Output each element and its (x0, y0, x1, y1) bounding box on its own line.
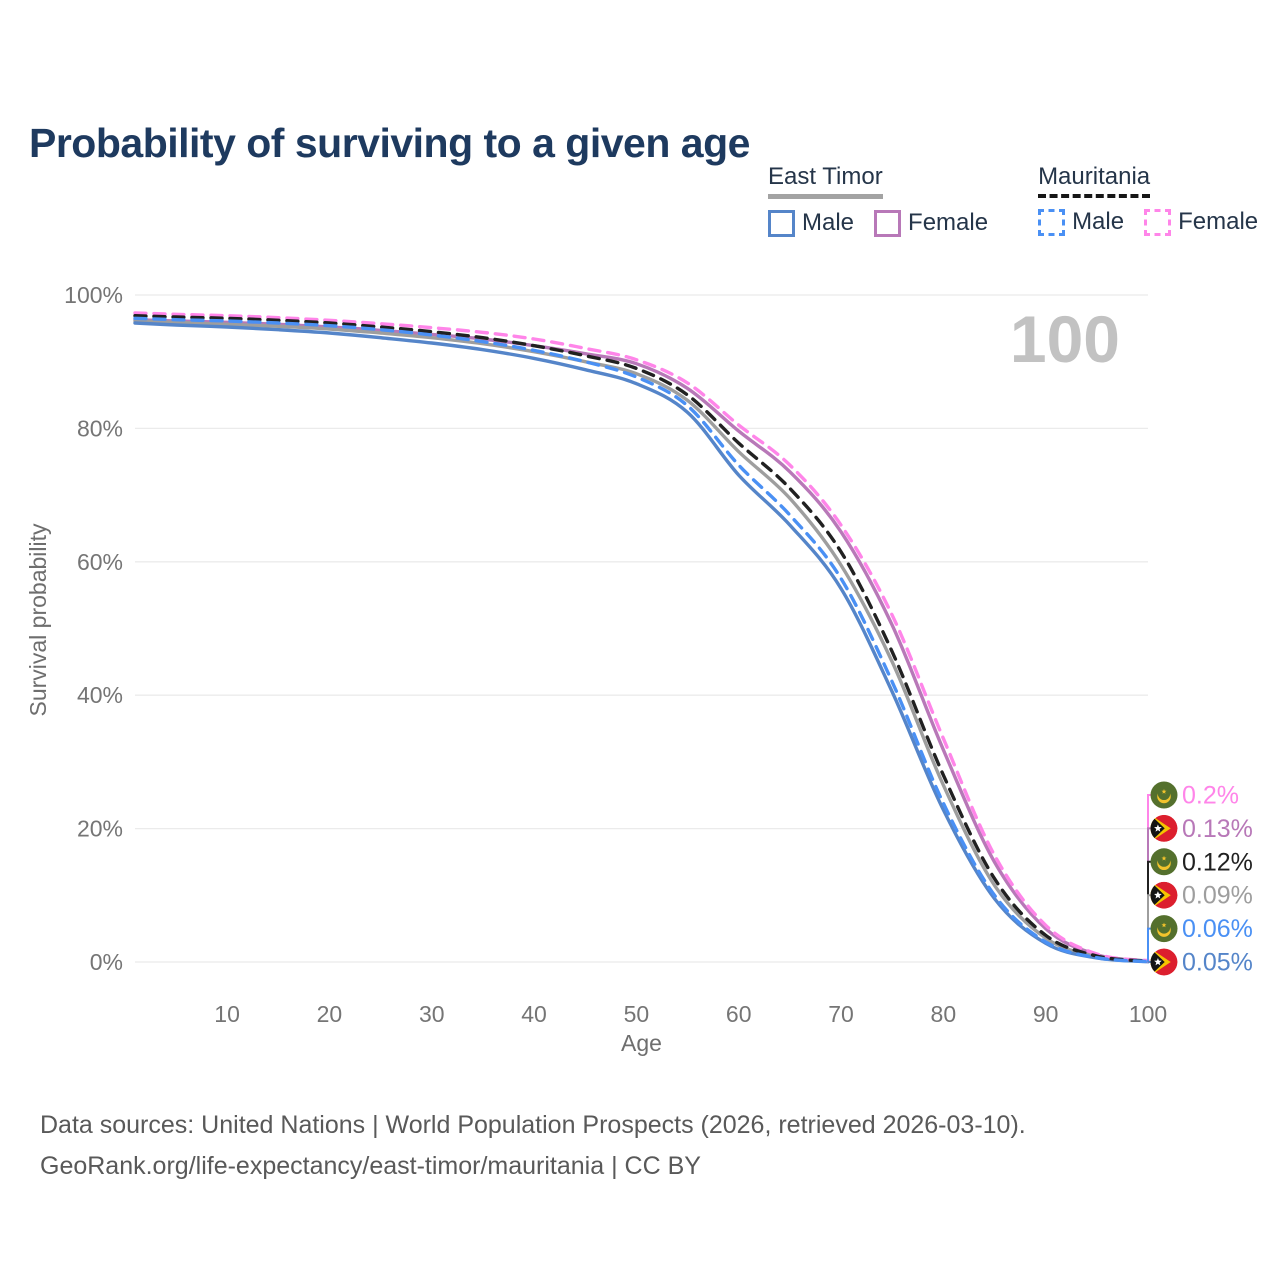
series-line-mauritania-total[interactable] (133, 314, 1150, 963)
end-label-value-east-timor-total: 0.09% (1182, 882, 1253, 910)
end-label-value-mauritania-male: 0.06% (1182, 915, 1253, 943)
end-label-value-east-timor-male: 0.05% (1182, 949, 1253, 977)
y-tick-20: 20% (77, 816, 123, 842)
footer: Data sources: United Nations | World Pop… (40, 1105, 1026, 1186)
series-line-east-timor-total[interactable] (133, 319, 1150, 964)
legend-swatch-east-timor-female[interactable] (874, 209, 902, 237)
legend-swatch-mauritania-male[interactable] (1038, 208, 1066, 236)
legend: East Timor Male Female Mauritania Male F… (768, 163, 1258, 237)
x-tick-100: 100 (1129, 1001, 1167, 1027)
series-line-mauritania-male[interactable] (133, 316, 1150, 964)
flag-icon-east-timor-total (1150, 881, 1178, 909)
x-tick-50: 50 (624, 1001, 650, 1027)
series-line-mauritania-female[interactable] (133, 311, 1150, 963)
flag-icon-east-timor-male (1150, 948, 1178, 976)
flag-icon-east-timor-female (1150, 814, 1178, 842)
y-tick-40: 40% (77, 682, 123, 708)
x-tick-90: 90 (1033, 1001, 1059, 1027)
y-tick-100: 100% (64, 282, 123, 308)
series-line-east-timor-male[interactable] (133, 321, 1150, 964)
end-label-connector-mauritania-male (1147, 927, 1152, 962)
end-label-value-mauritania-female: 0.2% (1182, 782, 1239, 810)
legend-country-east-timor[interactable]: East Timor (768, 163, 883, 199)
legend-label-east-timor-female[interactable]: Female (908, 209, 989, 236)
x-tick-80: 80 (931, 1001, 957, 1027)
x-tick-70: 70 (828, 1001, 854, 1027)
y-tick-60: 60% (77, 549, 123, 575)
flag-icon-mauritania-male (1150, 915, 1178, 943)
y-tick-0: 0% (90, 949, 123, 975)
watermark-age-100: 100 (1010, 302, 1120, 376)
x-tick-10: 10 (214, 1001, 240, 1027)
legend-swatch-east-timor-male[interactable] (768, 209, 795, 237)
legend-country-mauritania[interactable]: Mauritania (1038, 163, 1151, 198)
series-line-east-timor-female[interactable] (133, 318, 1150, 963)
legend-label-mauritania-male[interactable]: Male (1072, 208, 1125, 235)
y-axis-title: Survival probability (25, 523, 51, 717)
legend-label-mauritania-female[interactable]: Female (1178, 208, 1259, 235)
footer-data-sources: Data sources: United Nations | World Pop… (40, 1111, 1026, 1139)
legend-label-east-timor-male[interactable]: Male (802, 209, 855, 236)
y-tick-80: 80% (77, 415, 123, 441)
end-label-value-mauritania-total: 0.12% (1182, 848, 1253, 876)
x-tick-60: 60 (726, 1001, 752, 1027)
legend-swatch-mauritania-female[interactable] (1144, 208, 1172, 236)
legend-group-mauritania: Mauritania Male Female (1038, 163, 1258, 237)
page-title: Probability of surviving to a given age (29, 120, 750, 167)
legend-group-east-timor: East Timor Male Female (768, 163, 988, 237)
end-label-value-east-timor-female: 0.13% (1182, 815, 1253, 843)
flag-icon-mauritania-female (1150, 781, 1178, 809)
flag-icon-mauritania-total (1150, 848, 1178, 876)
x-axis-title: Age (621, 1030, 662, 1056)
x-tick-30: 30 (419, 1001, 445, 1027)
x-tick-40: 40 (521, 1001, 547, 1027)
x-tick-20: 20 (317, 1001, 343, 1027)
footer-attribution: GeoRank.org/life-expectancy/east-timor/m… (40, 1151, 701, 1180)
